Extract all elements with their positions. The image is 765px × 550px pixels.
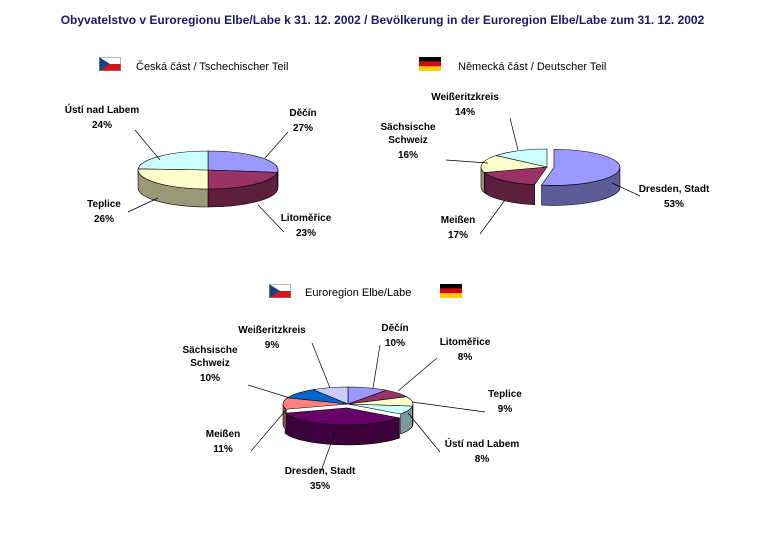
slice-dresden-stadt bbox=[284, 407, 401, 426]
page-title: Obyvatelstvo v Euroregionu Elbe/Labe k 3… bbox=[60, 13, 705, 27]
leader-line-decin bbox=[264, 131, 289, 159]
slice-percent-weisseritzkreis: 14% bbox=[455, 107, 475, 118]
leader-line-usti-nad-labem bbox=[407, 412, 441, 453]
slice-teplice bbox=[137, 168, 209, 190]
pie-chart-1: Děčín 27% Litoměřice 23% Teplice 26% Ústí nad … bbox=[65, 103, 332, 239]
slice-label-usti-nad-labem: Ústí nad Labem bbox=[445, 437, 520, 450]
slice-usti-nad-labem bbox=[347, 403, 413, 415]
slice-percent-litomerice: 23% bbox=[296, 228, 316, 239]
slice-percent-litomerice: 8% bbox=[458, 352, 473, 363]
slice-percent-meissen: 11% bbox=[213, 444, 233, 455]
slice-litomerice bbox=[207, 169, 278, 190]
leader-line-weisseritzkreis bbox=[311, 342, 331, 389]
slice-sachsische-schweiz bbox=[480, 155, 548, 173]
slice-label-sachsische-schweiz: Schweiz bbox=[388, 135, 427, 146]
slice-percent-decin: 10% bbox=[385, 338, 405, 349]
leader-line-decin bbox=[372, 344, 381, 389]
leader-line-litomerice bbox=[257, 204, 285, 233]
slice-label-sachsische-schweiz: Sächsische bbox=[380, 122, 435, 133]
slice-label-weisseritzkreis: Weißeritzkreis bbox=[431, 92, 499, 103]
slice-label-decin: Děčín bbox=[289, 108, 316, 119]
leader-line-meissen bbox=[250, 409, 287, 452]
legend-czech-part: Česká část / Tschechischer Teil bbox=[136, 61, 289, 73]
legend-german-part: Německá část / Deutscher Teil bbox=[458, 61, 607, 73]
leader-line-teplice bbox=[127, 197, 159, 213]
legend-euroregion: Euroregion Elbe/Labe bbox=[305, 287, 412, 299]
slice-label-litomerice: Litoměřice bbox=[440, 337, 491, 348]
slice-label-dresden-stadt: Dresden, Stadt bbox=[285, 466, 356, 477]
slice-percent-dresden-stadt: 53% bbox=[664, 199, 684, 210]
leader-line-weisseritzkreis bbox=[509, 117, 519, 151]
german-flag-icon bbox=[419, 57, 441, 71]
leader-line-litomerice bbox=[397, 357, 438, 392]
leader-line-meissen bbox=[479, 199, 506, 235]
slice-percent-teplice: 26% bbox=[94, 214, 114, 225]
slice-percent-sachsische-schweiz: 10% bbox=[200, 373, 220, 384]
slice-percent-usti-nad-labem: 8% bbox=[475, 454, 490, 465]
slice-label-dresden-stadt: Dresden, Stadt bbox=[639, 184, 710, 195]
slice-percent-teplice: 9% bbox=[498, 404, 513, 415]
slice-percent-weisseritzkreis: 9% bbox=[265, 340, 280, 351]
czech-flag-icon bbox=[269, 284, 291, 298]
leader-line-dresden-stadt bbox=[611, 182, 641, 197]
slice-weisseritzkreis bbox=[495, 148, 548, 168]
slice-label-meissen: Meißen bbox=[441, 215, 475, 226]
slice-label-usti-nad-labem: Ústí nad Labem bbox=[65, 103, 140, 116]
leader-line-teplice bbox=[411, 401, 486, 413]
leader-line-dresden-stadt bbox=[319, 431, 336, 475]
slice-label-teplice: Teplice bbox=[488, 389, 522, 400]
slice-decin bbox=[207, 150, 279, 173]
leader-line-usti-nad-labem bbox=[134, 129, 161, 161]
slice-label-litomerice: Litoměřice bbox=[281, 213, 332, 224]
leader-line-sachsische-schweiz bbox=[247, 384, 291, 399]
slice-percent-meissen: 17% bbox=[448, 230, 468, 241]
german-flag-icon bbox=[440, 284, 462, 298]
pie-chart-2: Dresden, Stadt 53% Meißen 17% Sächsische Schw… bbox=[380, 92, 709, 241]
slice-label-teplice: Teplice bbox=[87, 199, 121, 210]
slice-label-decin: Děčín bbox=[381, 323, 408, 334]
pie-chart-3: Děčín 10% Litoměřice 8% Teplice 9% Ústí nad La… bbox=[182, 323, 522, 492]
slice-dresden-stadt bbox=[541, 149, 621, 186]
slice-label-sachsische-schweiz: Schweiz bbox=[190, 358, 229, 369]
slice-label-sachsische-schweiz: Sächsische bbox=[182, 345, 237, 356]
slice-usti-nad-labem bbox=[137, 150, 209, 171]
slice-label-meissen: Meißen bbox=[206, 429, 240, 440]
slice-percent-dresden-stadt: 35% bbox=[310, 481, 330, 492]
leader-line-sachsische-schweiz bbox=[445, 159, 489, 164]
slice-percent-sachsische-schweiz: 16% bbox=[398, 150, 418, 161]
slice-percent-usti-nad-labem: 24% bbox=[92, 120, 112, 131]
czech-flag-icon bbox=[99, 57, 121, 71]
slice-label-weisseritzkreis: Weißeritzkreis bbox=[238, 325, 306, 336]
slice-percent-decin: 27% bbox=[293, 123, 313, 134]
